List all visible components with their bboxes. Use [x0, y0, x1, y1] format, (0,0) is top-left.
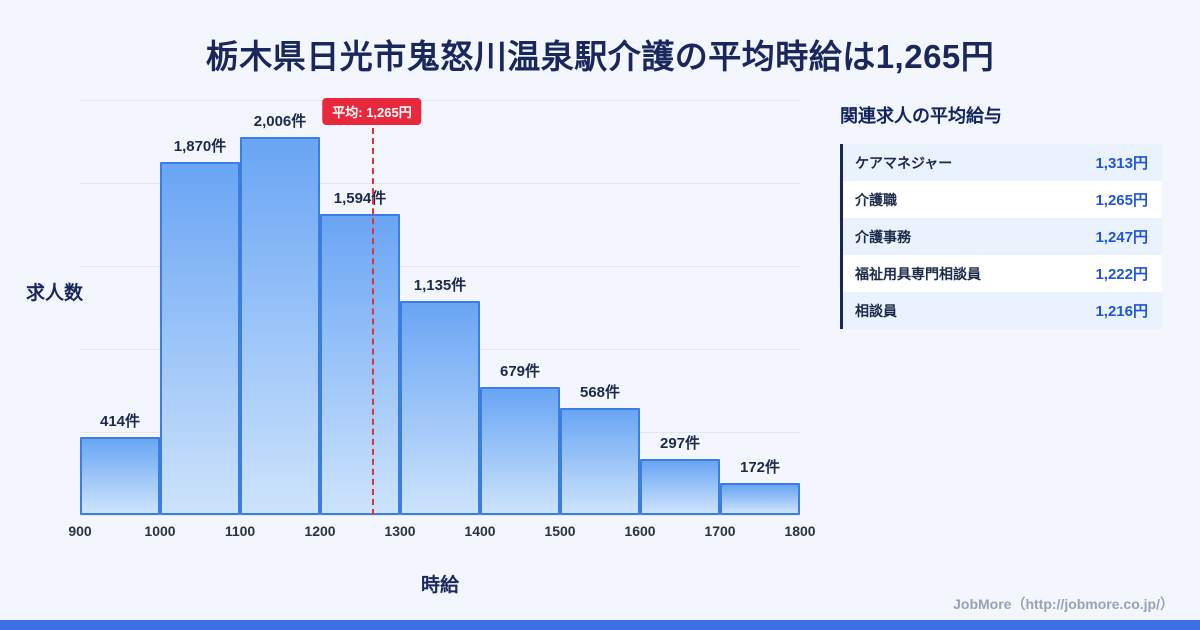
gridline	[80, 100, 800, 101]
x-tick-label: 1200	[304, 523, 336, 539]
x-tick-label: 1600	[624, 523, 656, 539]
bar-value-label: 1,135件	[413, 277, 467, 294]
gridline	[80, 183, 800, 184]
bar-value-label: 568件	[579, 384, 621, 401]
x-tick-label: 1100	[224, 523, 256, 539]
bottom-accent-bar	[0, 620, 1200, 630]
x-tick-label: 1700	[704, 523, 736, 539]
bar	[640, 459, 720, 515]
related-job-value: 1,265円	[1095, 192, 1148, 209]
related-job-label: 相談員	[855, 302, 897, 319]
bar	[160, 162, 240, 515]
related-row: ケアマネジャー 1,313円	[843, 144, 1162, 181]
related-job-value: 1,313円	[1095, 155, 1148, 172]
related-row: 介護事務 1,247円	[843, 218, 1162, 255]
related-salary-list: ケアマネジャー 1,313円 介護職 1,265円 介護事務 1,247円 福祉…	[840, 144, 1162, 329]
page-title: 栃木県日光市鬼怒川温泉駅介護の平均時給は1,265円	[205, 38, 995, 75]
bar	[400, 301, 480, 515]
bar	[560, 408, 640, 515]
y-axis-label: 求人数	[26, 283, 84, 304]
related-job-value: 1,222円	[1095, 266, 1148, 283]
gridline	[80, 515, 800, 516]
bar-value-label: 414件	[99, 413, 141, 430]
x-axis-label: 時給	[420, 575, 460, 596]
gridline	[80, 266, 800, 267]
related-row: 介護職 1,265円	[843, 181, 1162, 218]
bar-value-label: 2,006件	[253, 113, 307, 130]
average-line	[372, 128, 374, 515]
bar	[320, 214, 400, 515]
bar-value-label: 679件	[499, 363, 541, 380]
related-job-value: 1,247円	[1095, 229, 1148, 246]
footer-credit: JobMore（http://jobmore.co.jp/）	[953, 596, 1174, 612]
x-tick-label: 1500	[544, 523, 576, 539]
bar	[240, 137, 320, 515]
related-panel-title: 関連求人の平均給与	[840, 106, 1002, 126]
related-job-label: 介護事務	[855, 228, 911, 245]
bar-value-label: 1,870件	[173, 138, 227, 155]
x-tick-label: 1400	[464, 523, 496, 539]
x-tick-label: 1000	[144, 523, 176, 539]
bar	[480, 387, 560, 515]
related-salary-panel: 関連求人の平均給与 ケアマネジャー 1,313円 介護職 1,265円 介護事務…	[840, 102, 1162, 329]
related-row: 相談員 1,216円	[843, 292, 1162, 329]
x-tick-label: 1300	[384, 523, 416, 539]
bar-value-label: 1,594件	[333, 190, 387, 207]
related-row: 福祉用具専門相談員 1,222円	[843, 255, 1162, 292]
related-job-label: 介護職	[855, 191, 897, 208]
related-job-label: ケアマネジャー	[855, 154, 953, 171]
related-job-value: 1,216円	[1095, 303, 1148, 320]
bar	[80, 437, 160, 515]
x-axis-ticks: 900 1000 1100 1200 1300 1400 1500 1600 1700 1800	[68, 523, 815, 543]
related-job-label: 福祉用具専門相談員	[855, 265, 981, 282]
x-tick-label: 900	[68, 523, 92, 539]
chart-plot: 平均: 1,265円 414件 1,870件 2,006件 1,594件 1,135件 6…	[80, 98, 800, 516]
x-tick-label: 1800	[784, 523, 816, 539]
hourly-wage-histogram: 平均: 1,265円 414件 1,870件 2,006件 1,594件 1,135件 6…	[68, 98, 816, 600]
bar	[720, 483, 800, 515]
bar-value-label: 297件	[659, 435, 701, 452]
average-badge: 平均: 1,265円	[322, 98, 422, 125]
bar-value-label: 172件	[739, 459, 781, 476]
